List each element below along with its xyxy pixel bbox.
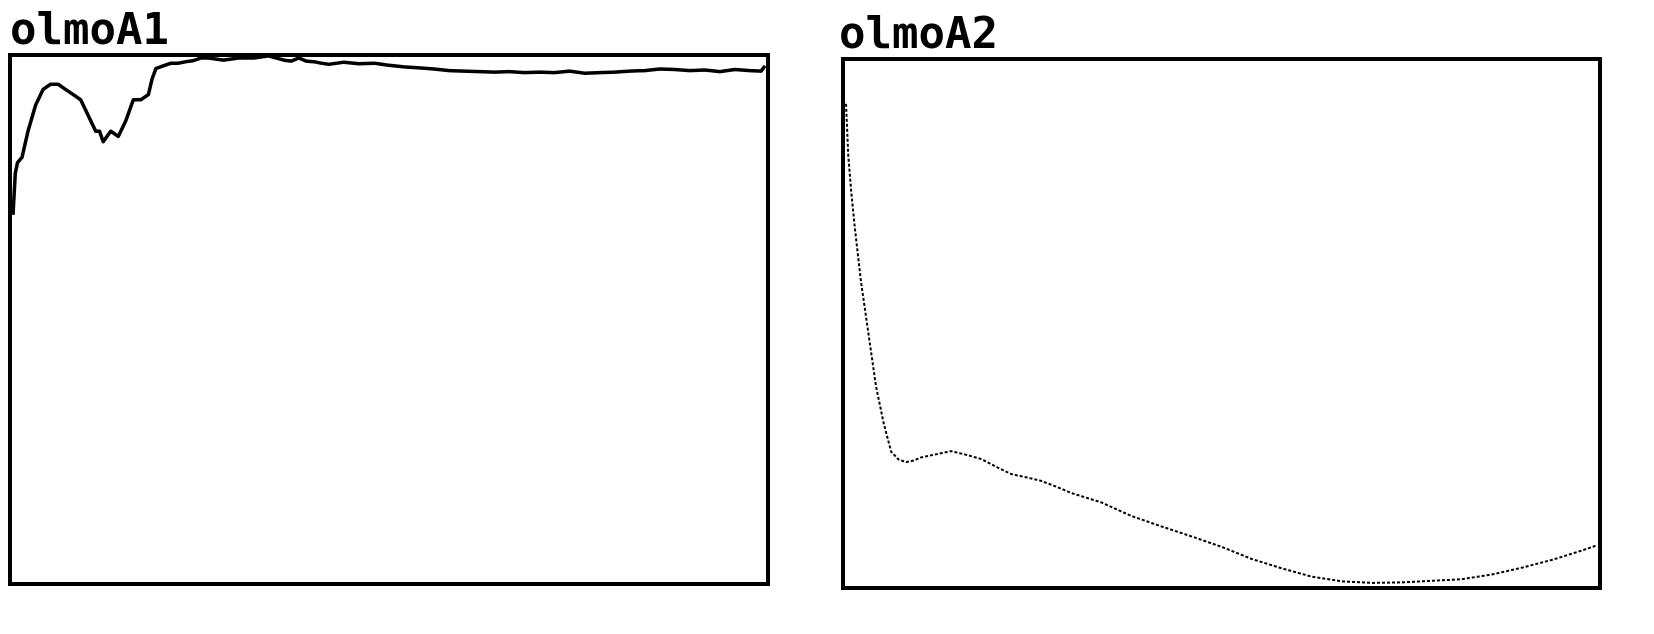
plot-frame-olmoa1 — [8, 53, 770, 586]
plot-frame-olmoa2 — [841, 57, 1602, 590]
series-line-olmoa2 — [845, 103, 1598, 584]
chart-olmoa1 — [8, 53, 770, 586]
chart-title-olmoa1: olmoA1 — [10, 4, 169, 55]
chart-olmoa2 — [841, 57, 1602, 590]
series-line-olmoa1 — [11, 54, 767, 215]
chart-title-olmoa2: olmoA2 — [839, 8, 998, 59]
